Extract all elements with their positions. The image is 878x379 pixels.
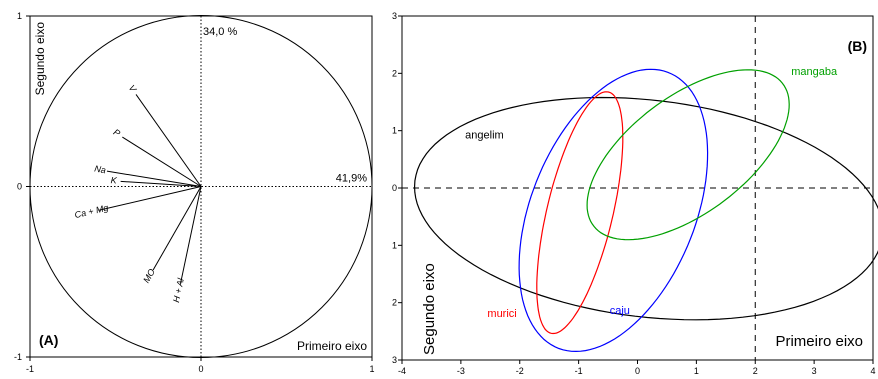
y-tick-label: -1: [14, 352, 22, 362]
vector-na: [106, 170, 202, 187]
x-tick-label: 3: [812, 366, 817, 376]
vector-k: [120, 180, 202, 187]
vector-camg: [98, 186, 202, 211]
y-axis-title: Segundo eixo: [33, 22, 47, 96]
y-tick-label: 3: [392, 355, 397, 365]
y-tick-label: 0: [392, 183, 397, 193]
ellipse-mangaba: [586, 69, 790, 241]
y-tick-label: 0: [17, 182, 22, 192]
y-tick-label: 1: [392, 126, 397, 136]
ellipse-caju: [518, 68, 709, 353]
panel-label: (A): [39, 332, 58, 348]
ellipse-angelim: [413, 96, 878, 321]
vector-v: [135, 94, 202, 187]
x-tick-label: -3: [457, 366, 465, 376]
vector-label: Na: [94, 164, 107, 176]
x-tick-label: 0: [198, 364, 203, 374]
vector-p: [122, 136, 202, 187]
vector-label: MO: [141, 267, 157, 285]
ellipse-murici: [536, 91, 624, 335]
second-axis-variance: 34,0 %: [203, 26, 237, 38]
x-tick-label: -1: [26, 364, 34, 374]
vector-label: P: [112, 127, 122, 139]
vector-mo: [152, 186, 202, 271]
label-murici: murici: [487, 308, 516, 320]
first-axis-variance: 41,9%: [336, 173, 367, 185]
y-axis-title: Segundo eixo: [421, 263, 438, 355]
panel-label: (B): [848, 38, 867, 54]
panel-b-confidence-ellipses: -4 -3 -2 -1 0 1 2 3 4 3 2 1 0 1 2 3 angelim mangaba murici…: [392, 11, 878, 376]
y-tick-label: 2: [392, 68, 397, 78]
vector-label: Ca + Mg: [74, 203, 110, 221]
vector-label: K: [110, 175, 118, 185]
x-tick-label: 4: [870, 366, 875, 376]
x-tick-label: 2: [753, 366, 758, 376]
x-tick-label: 1: [369, 364, 374, 374]
x-tick-label: -2: [516, 366, 524, 376]
panel-a-correlation-circle: -1 0 1 1 0 -1 V P NaK Ca + Mg MO H + Al 34,0 % 41,9% P…: [14, 11, 375, 374]
label-mangaba: mangaba: [791, 66, 838, 78]
x-tick-label: -4: [398, 366, 406, 376]
x-axis-title: Primeiro eixo: [775, 333, 863, 350]
y-tick-label: 3: [392, 11, 397, 21]
vector-label: H + Al: [171, 276, 186, 303]
vector-hal: [179, 186, 202, 284]
vector-label: V: [127, 83, 139, 94]
x-tick-label: 1: [694, 366, 699, 376]
y-tick-label: 2: [392, 298, 397, 308]
x-tick-label: -1: [575, 366, 583, 376]
label-caju: caju: [610, 305, 630, 317]
label-angelim: angelim: [465, 130, 504, 142]
x-tick-label: 0: [635, 366, 640, 376]
y-tick-label: 1: [392, 240, 397, 250]
y-tick-label: 1: [17, 11, 22, 21]
x-axis-title: Primeiro eixo: [297, 339, 367, 353]
